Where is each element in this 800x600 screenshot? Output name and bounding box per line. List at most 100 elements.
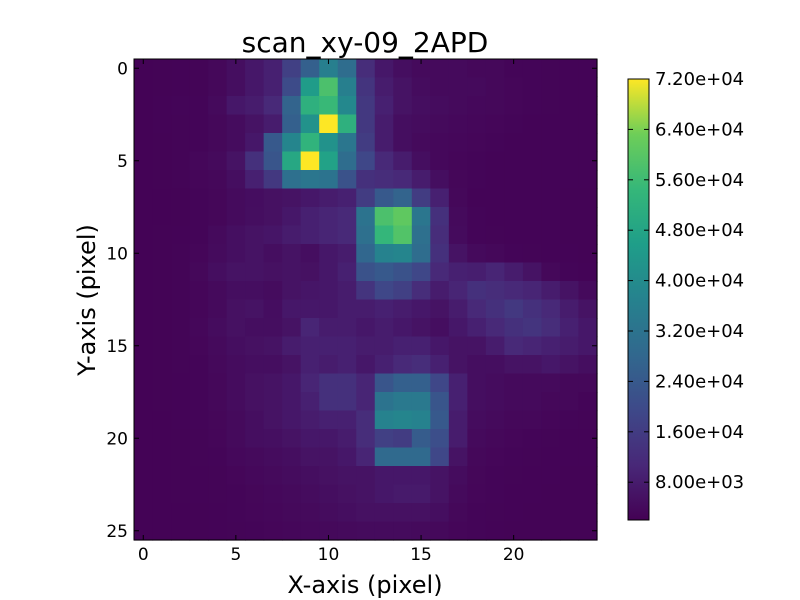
heatmap-cell [504,373,524,393]
heatmap-cell [263,170,283,190]
heatmap-cell [430,151,450,171]
heatmap-cell [504,466,524,486]
heatmap-cell [134,466,154,486]
heatmap-cell [467,151,487,171]
heatmap-cell [541,114,561,134]
heatmap-cell [226,262,246,282]
heatmap-cell [245,299,265,319]
y-tick-label: 25 [106,522,128,542]
heatmap-cell [171,429,191,449]
heatmap-cell [541,503,561,523]
heatmap-cell [245,484,265,504]
heatmap-cell [522,447,543,467]
heatmap-cell [226,59,246,79]
heatmap-cell [319,225,339,245]
heatmap-cell [300,151,320,171]
heatmap-cell [319,447,339,467]
heatmap-cell [393,244,413,264]
heatmap-cell [282,281,302,301]
heatmap-cell [448,521,468,541]
heatmap-cell [152,373,172,393]
heatmap-cell [578,355,598,375]
heatmap-cell [467,299,487,319]
heatmap-cell [226,151,246,171]
heatmap-cell [559,207,580,227]
heatmap-cell [356,207,376,227]
heatmap-cell [393,96,413,116]
heatmap-cell [522,503,543,523]
heatmap-cell [245,133,265,153]
heatmap-cell [411,281,431,301]
heatmap-cell [467,77,487,97]
heatmap-cell [300,188,320,208]
heatmap-cell [263,225,283,245]
heatmap-cell [541,392,561,412]
heatmap-cell [541,207,561,227]
heatmap-cell [319,151,339,171]
heatmap-cell [430,466,450,486]
heatmap-cell [337,59,357,79]
heatmap-cell [245,447,265,467]
heatmap-cell [282,521,302,541]
heatmap-cell [559,373,580,393]
heatmap-cell [448,355,468,375]
heatmap-cell [448,299,468,319]
heatmap-cell [300,484,320,504]
heatmap-cell [319,355,339,375]
heatmap-cell [152,336,172,356]
heatmap-cell [282,114,302,134]
heatmap-cell [393,151,413,171]
heatmap-cell [356,225,376,245]
heatmap-cell [559,77,580,97]
heatmap-cell [245,207,265,227]
heatmap-cell [208,429,228,449]
heatmap-cell [208,244,228,264]
heatmap-cell [559,114,580,134]
heatmap-cell [189,299,209,319]
heatmap-cell [300,96,320,116]
heatmap-cell [171,299,191,319]
heatmap-cell [319,373,339,393]
heatmap-cell [337,521,357,541]
heatmap-cell [208,521,228,541]
heatmap-cell [208,447,228,467]
heatmap-cell [374,96,394,116]
heatmap-cell [263,114,283,134]
heatmap-cell [374,59,394,79]
heatmap-cell [504,114,524,134]
heatmap-cell [208,281,228,301]
heatmap-cell [522,262,543,282]
heatmap-cell [171,262,191,282]
heatmap-cell [411,484,431,504]
heatmap-cell [134,299,154,319]
heatmap-cell [393,170,413,190]
heatmap-cell [467,262,487,282]
heatmap-cell [245,225,265,245]
heatmap-cell [522,336,543,356]
heatmap-cell [430,336,450,356]
heatmap-cell [300,466,320,486]
heatmap-cell [467,466,487,486]
heatmap-cell [504,521,524,541]
heatmap-cell [300,447,320,467]
heatmap-cell [263,392,283,412]
heatmap-cell [282,262,302,282]
heatmap-cell [171,336,191,356]
heatmap-cell [152,466,172,486]
heatmap-cell [504,96,524,116]
heatmap-cell [208,96,228,116]
heatmap-cell [282,355,302,375]
heatmap-cell [504,447,524,467]
heatmap-cell [134,429,154,449]
heatmap-cell [467,521,487,541]
heatmap-cell [430,96,450,116]
heatmap-cell [226,244,246,264]
heatmap-cell [541,318,561,338]
heatmap-cell [134,151,154,171]
heatmap-cell [578,244,598,264]
heatmap-cell [541,225,561,245]
heatmap-cell [430,77,450,97]
heatmap-cell [263,207,283,227]
colorbar-ticks: 8.00e+03 1.60e+04 2.40e+04 3.20e+04 4.00e+04… [628,69,744,493]
heatmap-cell [522,151,543,171]
